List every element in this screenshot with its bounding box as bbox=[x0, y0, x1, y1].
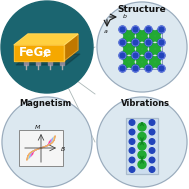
Circle shape bbox=[119, 39, 126, 46]
Circle shape bbox=[149, 36, 155, 42]
Circle shape bbox=[155, 30, 161, 36]
Circle shape bbox=[149, 62, 155, 68]
Circle shape bbox=[149, 56, 155, 62]
Circle shape bbox=[132, 39, 139, 46]
Text: Structure: Structure bbox=[118, 5, 166, 13]
Circle shape bbox=[129, 49, 135, 55]
Circle shape bbox=[158, 39, 165, 46]
Circle shape bbox=[136, 43, 142, 49]
Circle shape bbox=[138, 123, 146, 131]
Circle shape bbox=[129, 129, 135, 135]
Text: a: a bbox=[104, 29, 108, 34]
Circle shape bbox=[129, 30, 135, 36]
Circle shape bbox=[138, 160, 146, 168]
Circle shape bbox=[129, 157, 135, 163]
Circle shape bbox=[123, 30, 129, 36]
Polygon shape bbox=[60, 61, 64, 65]
Circle shape bbox=[119, 26, 126, 33]
Circle shape bbox=[132, 65, 139, 72]
Circle shape bbox=[123, 62, 129, 68]
Polygon shape bbox=[48, 61, 52, 65]
Polygon shape bbox=[64, 34, 78, 61]
Circle shape bbox=[129, 120, 135, 125]
Polygon shape bbox=[14, 34, 78, 45]
Circle shape bbox=[129, 139, 135, 144]
Circle shape bbox=[132, 52, 139, 59]
FancyBboxPatch shape bbox=[19, 130, 63, 166]
Circle shape bbox=[136, 30, 142, 36]
Polygon shape bbox=[14, 45, 64, 61]
Circle shape bbox=[158, 52, 165, 59]
Circle shape bbox=[149, 30, 155, 36]
Circle shape bbox=[142, 30, 148, 36]
Circle shape bbox=[142, 43, 148, 49]
Circle shape bbox=[149, 157, 155, 163]
Circle shape bbox=[138, 142, 146, 150]
Circle shape bbox=[123, 43, 129, 49]
Circle shape bbox=[145, 26, 152, 33]
Text: Vibrations: Vibrations bbox=[121, 99, 170, 108]
Circle shape bbox=[136, 49, 142, 55]
Circle shape bbox=[123, 36, 129, 42]
Circle shape bbox=[129, 43, 135, 49]
Circle shape bbox=[123, 56, 129, 62]
Circle shape bbox=[155, 49, 161, 55]
Circle shape bbox=[149, 167, 155, 172]
Circle shape bbox=[155, 56, 161, 62]
Text: b: b bbox=[123, 14, 127, 19]
Text: B: B bbox=[61, 147, 65, 152]
Circle shape bbox=[129, 56, 135, 62]
Text: FeGe: FeGe bbox=[18, 46, 52, 59]
Circle shape bbox=[129, 62, 135, 68]
Circle shape bbox=[149, 43, 155, 49]
Circle shape bbox=[149, 148, 155, 153]
Text: M: M bbox=[35, 125, 41, 130]
Circle shape bbox=[145, 52, 152, 59]
Circle shape bbox=[129, 36, 135, 42]
Circle shape bbox=[142, 49, 148, 55]
Circle shape bbox=[155, 36, 161, 42]
Circle shape bbox=[149, 49, 155, 55]
Circle shape bbox=[123, 49, 129, 55]
Circle shape bbox=[97, 97, 187, 187]
Circle shape bbox=[119, 65, 126, 72]
Circle shape bbox=[142, 62, 148, 68]
Circle shape bbox=[155, 43, 161, 49]
Circle shape bbox=[136, 56, 142, 62]
Circle shape bbox=[142, 36, 148, 42]
FancyBboxPatch shape bbox=[126, 118, 158, 174]
Circle shape bbox=[155, 62, 161, 68]
Circle shape bbox=[149, 129, 155, 135]
Circle shape bbox=[132, 26, 139, 33]
Circle shape bbox=[136, 62, 142, 68]
Polygon shape bbox=[24, 61, 28, 65]
Circle shape bbox=[1, 1, 93, 93]
Circle shape bbox=[119, 52, 126, 59]
Circle shape bbox=[158, 26, 165, 33]
Circle shape bbox=[145, 65, 152, 72]
Circle shape bbox=[136, 36, 142, 42]
Circle shape bbox=[149, 139, 155, 144]
Circle shape bbox=[138, 132, 146, 140]
Circle shape bbox=[158, 65, 165, 72]
Polygon shape bbox=[36, 61, 40, 65]
Text: x: x bbox=[43, 50, 48, 59]
Circle shape bbox=[129, 167, 135, 172]
Circle shape bbox=[138, 151, 146, 159]
Circle shape bbox=[97, 2, 187, 92]
Circle shape bbox=[149, 120, 155, 125]
Text: Magnetism: Magnetism bbox=[19, 99, 71, 108]
Circle shape bbox=[129, 148, 135, 153]
Circle shape bbox=[2, 97, 92, 187]
Polygon shape bbox=[16, 54, 80, 65]
Circle shape bbox=[145, 39, 152, 46]
Circle shape bbox=[142, 56, 148, 62]
